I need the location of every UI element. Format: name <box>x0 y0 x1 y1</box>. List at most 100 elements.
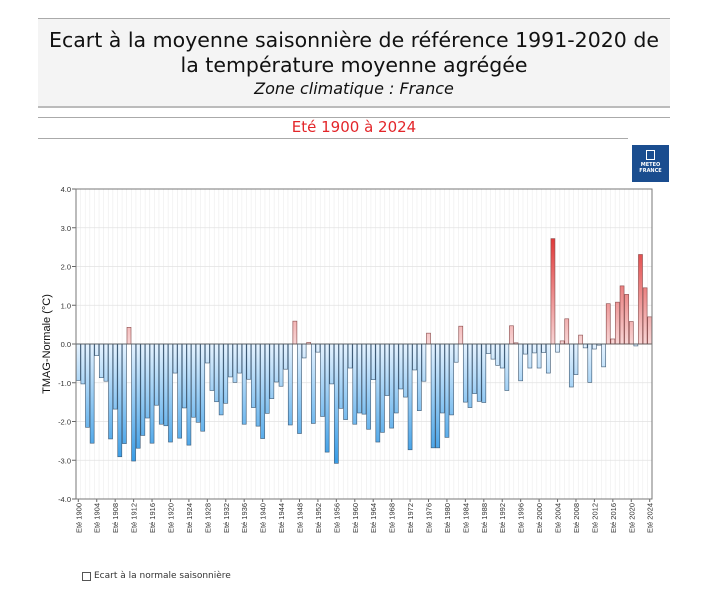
bar-1961 <box>357 343 362 414</box>
bar-1924 <box>186 343 192 446</box>
bar-1916 <box>149 343 155 444</box>
bar-1971 <box>403 343 408 398</box>
bar-1933 <box>228 343 233 378</box>
bar-1983 <box>458 325 464 345</box>
x-tick-label: Eté 1928 <box>203 503 212 533</box>
bar-2009 <box>578 334 583 345</box>
bar-1905 <box>99 343 104 379</box>
bar-1906 <box>103 343 109 382</box>
bar-1997 <box>522 343 528 355</box>
bar-2020 <box>628 321 634 345</box>
bar-1917 <box>154 343 159 406</box>
bar-1972 <box>407 343 413 451</box>
bar-1960 <box>352 343 358 425</box>
bar-1977 <box>430 343 436 449</box>
bar-1978 <box>435 343 441 449</box>
bar-1928 <box>205 343 210 364</box>
bar-1942 <box>269 343 275 399</box>
bar-2002 <box>546 343 551 374</box>
x-tick-label: Eté 1992 <box>498 503 507 533</box>
y-tick-label: 3.0 <box>61 224 71 233</box>
plot-frame <box>75 188 653 500</box>
bar-1964 <box>370 343 376 380</box>
bar-1969 <box>393 343 399 414</box>
legend-swatch <box>82 571 91 581</box>
bar-1945 <box>283 343 288 370</box>
y-tick-label: 2.0 <box>61 263 71 272</box>
bar-2006 <box>564 318 570 345</box>
x-tick-label: Eté 1976 <box>425 503 434 533</box>
bar-1907 <box>108 343 113 440</box>
bar-1968 <box>389 343 394 429</box>
bar-1946 <box>287 343 293 426</box>
chart-title: Ecart à la moyenne saisonnière de référe… <box>49 28 659 77</box>
y-tick-label: 4.0 <box>61 185 71 194</box>
bar-2003 <box>550 238 556 345</box>
bar-1909 <box>117 343 123 458</box>
bar-1951 <box>311 343 316 424</box>
bar-1915 <box>145 343 150 419</box>
bar-2024 <box>647 316 653 345</box>
bar-1912 <box>131 343 136 462</box>
x-tick-label: Eté 1940 <box>259 503 268 533</box>
bar-1973 <box>412 343 417 371</box>
bar-1908 <box>112 343 118 410</box>
bar-1923 <box>181 343 187 409</box>
bar-1952 <box>315 343 321 353</box>
bar-1957 <box>338 343 344 409</box>
bar-1937 <box>246 343 252 380</box>
bar-1967 <box>384 343 390 396</box>
bar-1974 <box>416 343 422 411</box>
bar-2019 <box>624 294 629 345</box>
x-tick-label: Eté 1972 <box>406 503 415 533</box>
bar-1956 <box>334 343 339 464</box>
bar-1938 <box>251 343 256 408</box>
bar-2018 <box>619 285 625 345</box>
bar-1947 <box>292 320 298 345</box>
y-tick-label: -3.0 <box>58 456 71 465</box>
bar-1970 <box>398 343 404 390</box>
bar-2015 <box>605 303 611 345</box>
period-subtitle: Eté 1900 à 2024 <box>291 118 417 136</box>
bar-1920 <box>168 343 173 443</box>
x-tick-label: Eté 1960 <box>351 503 360 533</box>
bar-1962 <box>361 343 367 415</box>
bar-1959 <box>347 343 353 369</box>
bar-2011 <box>587 343 593 383</box>
x-tick-label: Eté 1964 <box>369 503 378 533</box>
bar-1976 <box>426 332 431 345</box>
x-tick-label: Eté 1936 <box>240 503 249 533</box>
bar-2004 <box>555 343 560 353</box>
bar-1963 <box>366 343 371 430</box>
bar-1913 <box>135 343 141 449</box>
divider <box>38 117 670 118</box>
bar-1927 <box>200 343 206 432</box>
bar-2000 <box>536 343 542 369</box>
bar-2022 <box>638 254 643 345</box>
bar-1926 <box>195 343 201 423</box>
bar-1902 <box>85 343 90 428</box>
bar-1989 <box>486 343 491 354</box>
bar-1939 <box>255 343 261 427</box>
x-tick-label: Eté 1996 <box>517 503 526 533</box>
x-tick-label: Eté 1952 <box>314 503 323 533</box>
bar-1910 <box>122 343 127 444</box>
bar-1982 <box>453 343 459 363</box>
x-tick-label: Eté 1932 <box>222 503 231 533</box>
bar-1979 <box>440 343 445 414</box>
x-tick-label: Eté 2000 <box>535 503 544 533</box>
bar-1930 <box>214 343 219 403</box>
bar-1987 <box>476 343 482 402</box>
x-tick-label: Eté 1900 <box>74 503 83 533</box>
bar-1985 <box>467 343 473 408</box>
bar-2005 <box>559 340 565 345</box>
x-tick-label: Eté 2004 <box>554 503 563 533</box>
bar-1936 <box>241 343 247 425</box>
x-tick-label: Eté 2020 <box>627 503 636 533</box>
divider <box>38 138 628 139</box>
bar-2023 <box>642 287 648 345</box>
bar-1935 <box>237 343 242 374</box>
bar-1994 <box>509 325 514 345</box>
bar-1940 <box>260 343 265 439</box>
